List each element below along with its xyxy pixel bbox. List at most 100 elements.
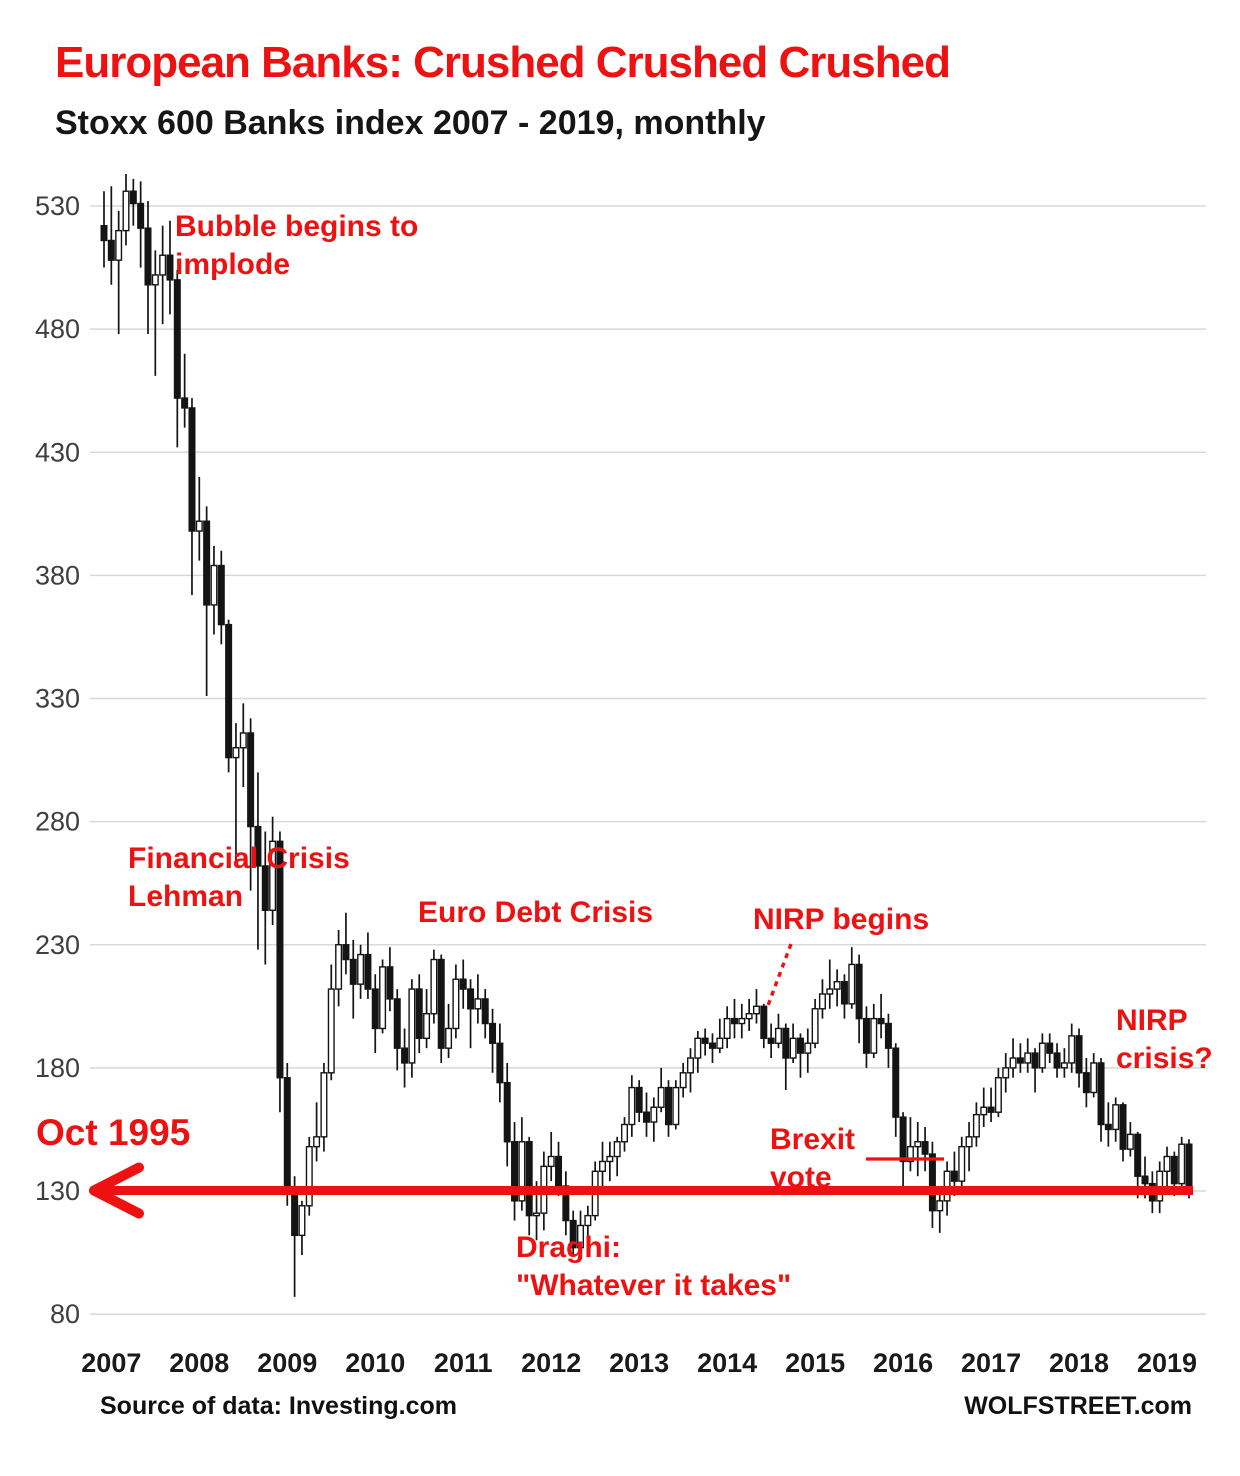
x-tick-label: 2008 [169,1348,229,1378]
candle-down [1031,1052,1039,1069]
candle-down [100,224,108,242]
y-tick-label: 80 [50,1299,80,1329]
annotation-text: NIRP [1116,1004,1188,1037]
candle-down [892,1047,900,1118]
page-title: European Banks: Crushed Crushed Crushed [55,38,951,87]
candle-down [1016,1057,1024,1064]
candle-down [254,825,262,867]
x-tick-label: 2012 [521,1348,581,1378]
candle-down [371,988,379,1030]
candle-up [298,1205,306,1237]
y-tick-label: 380 [35,560,80,590]
candle-up [269,840,277,911]
annotation-nirp-begins: NIRP begins [753,901,929,939]
candle-up [1068,1035,1076,1064]
candle-down [664,1086,672,1126]
candle-up [694,1037,702,1059]
candle-down [840,980,848,1005]
candle-down [393,998,401,1049]
brand-credit: WOLFSTREET.com [964,1392,1192,1420]
candle-down [899,1116,907,1163]
candle-down [1170,1155,1178,1185]
candle-up [232,747,240,759]
candle-up [789,1037,797,1059]
candle-up [848,963,856,1005]
annotation-text: Bubble begins to [175,210,419,243]
annotation-text: "Whatever it takes" [516,1269,792,1302]
candle-down [525,1141,533,1217]
candle-up [679,1072,687,1089]
candle-down [1097,1062,1105,1126]
candle-up [122,190,130,232]
annotation-text: Oct 1995 [36,1112,191,1153]
candle-up [906,1145,914,1163]
candle-up [672,1086,680,1126]
candle-up [408,988,416,1064]
y-tick-label: 130 [35,1176,80,1206]
y-tick-label: 530 [35,191,80,221]
annotation-text: Brexit [770,1123,856,1156]
candle-down [730,1017,738,1025]
candle-down [643,1111,651,1123]
x-tick-label: 2016 [873,1348,933,1378]
candle-up [752,1005,760,1015]
candle-down [760,1005,768,1040]
candle-up [613,1141,621,1158]
x-tick-label: 2013 [609,1348,669,1378]
y-axis-tick-labels: 80 130 180 230 280 330 380 430 480 530 [35,191,80,1329]
annotation-text: Lehman [128,880,244,913]
candle-down [1134,1133,1142,1177]
candle-down [701,1037,709,1044]
candle-up [621,1123,629,1143]
candle-up [606,1155,614,1163]
candle-down [144,227,152,286]
candle-down [481,998,489,1025]
candle-down [173,279,181,399]
x-tick-label: 2011 [434,1348,493,1378]
candle-up [423,1013,431,1040]
candle-up [804,1042,812,1054]
x-tick-label: 2014 [697,1348,757,1378]
annotation-text: crisis? [1116,1042,1213,1075]
candle-up [577,1224,585,1249]
candle-up [1163,1155,1171,1173]
arrowhead-upper [89,1162,144,1196]
x-tick-label: 2009 [257,1348,317,1378]
candle-up [327,988,335,1074]
x-tick-label: 2018 [1049,1348,1109,1378]
candle-up [774,1027,782,1044]
candle-up [745,1013,753,1020]
candle-up [313,1136,321,1148]
candle-down [203,520,211,606]
annotation-text: Financial Crisis [128,842,350,875]
candle-down [877,1017,885,1025]
candle-up [547,1155,555,1168]
candle-up [833,980,841,990]
candle-up [195,520,203,532]
candle-up [936,1200,944,1212]
candle-up [430,958,438,1015]
candle-up [1024,1052,1032,1064]
candle-up [1112,1104,1120,1131]
candle-down [276,840,284,1079]
candle-down [950,1170,958,1182]
candle-down [503,1081,511,1143]
candle-up [151,274,159,286]
candle-down [225,623,233,759]
candle-down [137,202,145,229]
candle-up [1002,1067,1010,1079]
candle-up [379,966,387,1030]
monthly-candles [100,173,1193,1297]
candle-down [635,1086,643,1113]
y-tick-label: 230 [35,930,80,960]
candle-down [401,1047,409,1064]
candle-up [584,1214,592,1227]
candle-up [870,1017,878,1054]
candle-down [467,988,475,1010]
candle-up [533,1212,541,1217]
candle-down [511,1141,519,1202]
candle-down [708,1042,716,1049]
